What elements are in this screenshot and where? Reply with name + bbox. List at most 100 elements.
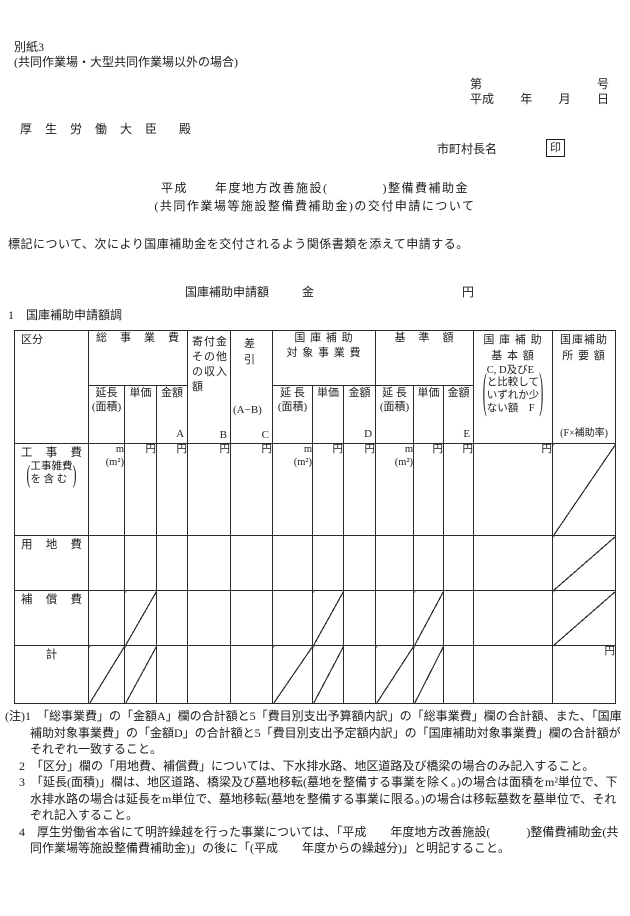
note-4: 4 厚生労働省本省にて明許繰越を行った事業については、「平成 年度地方改善施設(… [19, 824, 619, 856]
header-basic-paren-block: ( C, D及びE と比較して いずれか少 ない額 F ) [475, 361, 552, 419]
header-basic-line2: 基 本 額 [491, 350, 535, 363]
row-label-compensation: 補償費 [14, 590, 89, 646]
document-title: 平成 年度地方改善施設( )整備費補助金 (共同作業場等施設整備費補助金)の交付… [0, 180, 630, 215]
header-subsidy-target-cost: 国 庫 補 助 対 象 事 業 費 [272, 330, 377, 386]
land-label-text: 用地費 [21, 539, 82, 551]
crossed-out-cell [312, 645, 345, 704]
date-year: 年 [520, 92, 533, 106]
empty-cell [88, 535, 125, 591]
cell-unit-yen: 円 [155, 443, 189, 536]
applicant-label: 市町村長名 [437, 141, 498, 156]
header-total-project-cost: 総 事 業 費 [87, 330, 189, 386]
empty-cell [343, 590, 377, 646]
subheader-amount-d-text: 金額 [348, 387, 371, 399]
header-basic-line1: 国 庫 補 助 [483, 334, 543, 346]
date-era: 平成 [470, 92, 495, 106]
header-subsidy-basic-amount: 国 庫 補 助 基 本 額 ( C, D及びE と比較して いずれか少 ない額 … [473, 330, 554, 444]
empty-cell [473, 590, 554, 646]
empty-cell [443, 590, 475, 646]
attachment-number: 別紙3 [14, 40, 45, 54]
header-donation-income: 寄付金その他の収入額 B [187, 330, 232, 444]
header-difference-formula: (A−B) [233, 404, 262, 416]
header-subsidy-required-amount: 国庫補助 所 要 額 (F×補助率) [552, 330, 617, 444]
subsidy-application-amount-table: 区分 総 事 業 費 寄付金その他の収入額 B 差 引 (A−B) C 国 庫 … [14, 330, 617, 704]
addressee-honorific: 殿 [179, 122, 192, 136]
header-difference: 差 引 (A−B) C [230, 330, 274, 444]
title-line-1: 平成 年度地方改善施設( )整備費補助金 [161, 181, 469, 195]
header-donation-text: 寄付金その他の収入額 [192, 336, 229, 393]
empty-cell [272, 535, 314, 591]
empty-cell [155, 645, 189, 704]
crossed-out-cell [375, 645, 415, 704]
document-number-line: 第 号 [470, 77, 609, 92]
cell-unit-meter: m (m²) [88, 443, 125, 536]
row-label-total: 計 [14, 645, 89, 704]
row-label-land: 用地費 [14, 535, 89, 591]
amount-label: 国庫補助申請額 [185, 285, 270, 299]
empty-cell [124, 535, 157, 591]
header-basic-paren-text: C, D及びE と比較して いずれか少 ない額 F [486, 364, 540, 414]
cell-unit-yen: 円 [312, 443, 345, 536]
table-row-compensation: 補償費 [14, 590, 617, 646]
crossed-out-cell [124, 590, 157, 646]
doc-no-prefix: 第 [470, 77, 483, 91]
header-standard-amount: 基 準 額 [375, 330, 475, 386]
header-division-text: 区分 [21, 334, 43, 346]
construction-note-text: 工事雑費 を 含 む [30, 461, 73, 485]
cell-unit-yen: 円 [187, 443, 232, 536]
subheader-unitprice-3: 単価 [413, 385, 445, 444]
seal-box: 印 [546, 139, 566, 157]
empty-cell [230, 535, 274, 591]
crossed-out-cell [552, 535, 617, 591]
subheader-amount-e: 金額 E [443, 385, 475, 444]
attachment-label-block: 別紙3 (共同作業場・大型共同作業場以外の場合) [14, 40, 238, 70]
cell-unit-meter: m (m²) [375, 443, 415, 536]
header-required-line1: 国庫補助 [560, 334, 609, 346]
cell-unit-yen: 円 [443, 443, 475, 536]
document-number-date-block: 第 号 平成 年 月 日 [470, 77, 609, 107]
doc-no-suffix: 号 [596, 77, 609, 91]
empty-cell [312, 535, 345, 591]
empty-cell [88, 590, 125, 646]
total-label-text: 計 [45, 649, 58, 661]
subheader-amount-e-text: 金額 [447, 387, 470, 399]
cell-unit-yen: 円 [552, 645, 617, 704]
cell-unit-meter: m (m²) [272, 443, 314, 536]
construction-label-text: 工事費 [21, 447, 82, 459]
subheader-length-1: 延長 (面積) [88, 385, 125, 444]
label-a: A [176, 427, 185, 440]
note-3: 3 「延長(面積)」欄は、地区道路、橋梁及び墓地移転(墓地を整備する事業を除く。… [19, 775, 618, 822]
empty-cell [155, 535, 189, 591]
subheader-amount-a: 金額 A [155, 385, 189, 444]
table-row-land: 用地費 [14, 535, 617, 591]
subheader-amount-d: 金額 D [343, 385, 377, 444]
empty-cell [473, 535, 554, 591]
date-month: 月 [558, 92, 571, 106]
note-2: 2 「区分」欄の「用地費、補償費」については、下水排水路、地区道路及び橋梁の場合… [19, 758, 595, 773]
date-day: 日 [596, 92, 609, 106]
title-line-2: (共同作業場等施設整備費補助金)の交付申請について [154, 198, 476, 213]
header-required-line2: 所 要 額 [562, 350, 606, 363]
empty-cell [413, 535, 445, 591]
body-text: 標記について、次により国庫補助金を交付されるよう関係書類を添えて申請する。 [8, 237, 469, 251]
table-row-total: 計 円 [14, 645, 617, 704]
table-row-construction: 工事費 ( 工事雑費 を 含 む ) m (m²) 円 円 円 円 m (m²)… [14, 443, 617, 536]
header-required-formula: (F×補助率) [560, 428, 608, 439]
empty-cell [230, 590, 274, 646]
subheader-unitprice-2: 単価 [312, 385, 345, 444]
section-1-heading: 1 国庫補助申請額調 [8, 308, 123, 322]
empty-cell [155, 590, 189, 646]
date-line: 平成 年 月 日 [470, 92, 609, 107]
applicant-line: 市町村長名 印 [437, 139, 566, 157]
left-parenthesis-glyph: ( [482, 361, 487, 419]
subheader-length-2: 延 長 (面積) [272, 385, 314, 444]
empty-cell [272, 590, 314, 646]
empty-cell [443, 535, 475, 591]
seal-character: 印 [550, 141, 562, 154]
amount-kin: 金 [302, 285, 315, 299]
cell-unit-yen: 円 [230, 443, 274, 536]
subheader-length-3: 延 長 (面積) [375, 385, 415, 444]
cell-unit-yen: 円 [413, 443, 445, 536]
empty-cell [187, 645, 232, 704]
